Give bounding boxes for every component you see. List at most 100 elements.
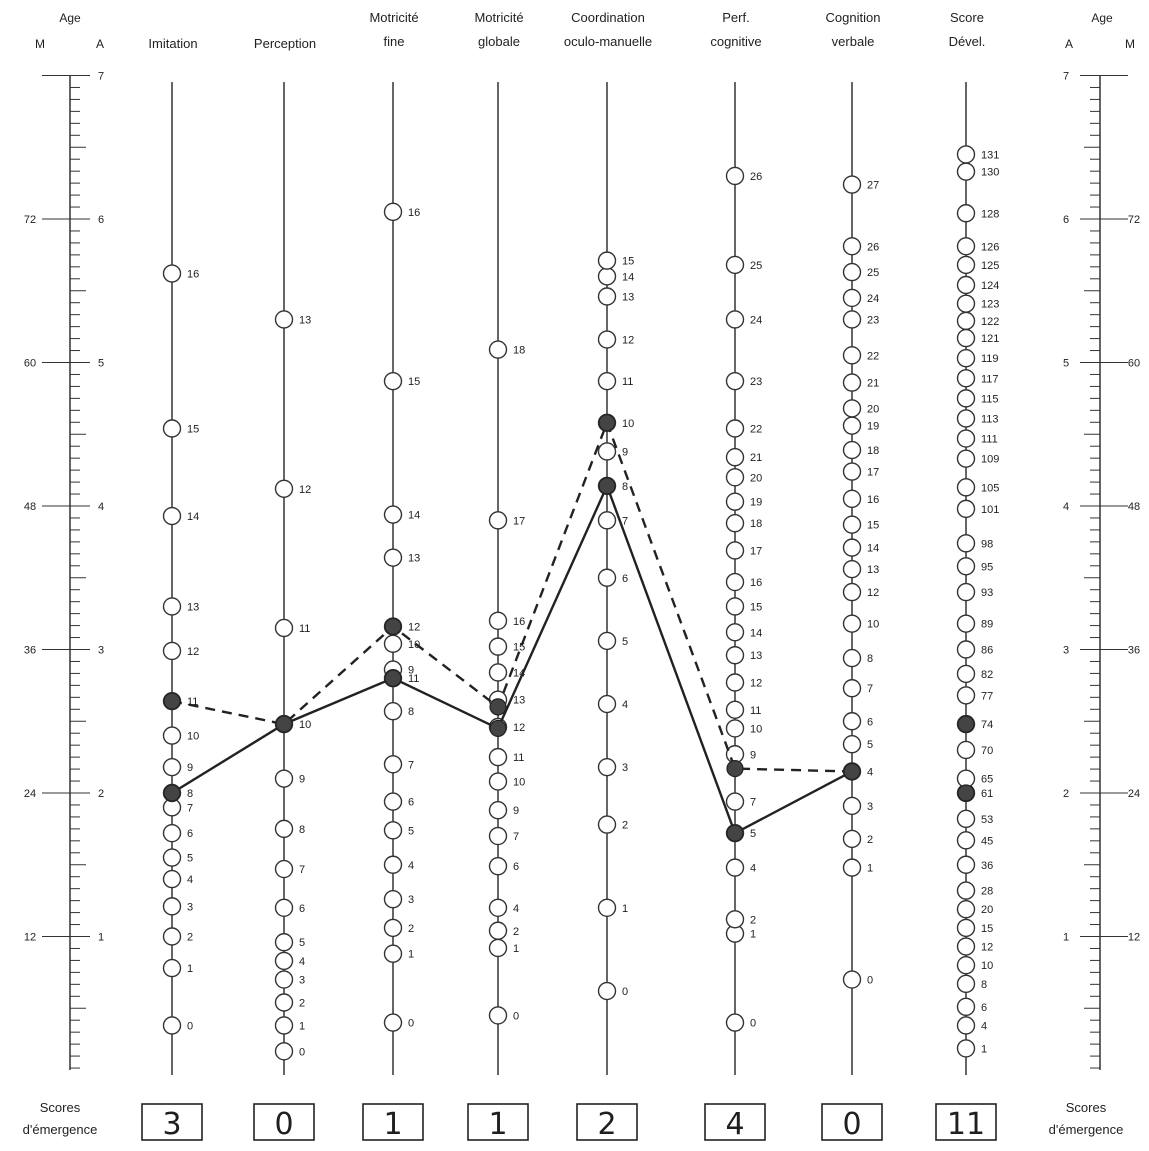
item-label: 105 [981,482,999,494]
emergence-label-right: d'émergence [1049,1122,1124,1137]
item-circle [956,311,976,331]
item-circle [488,772,508,791]
filled-point [163,692,181,710]
item-circle [162,1016,182,1035]
item-label: 5 [622,636,628,648]
item-label: 15 [981,923,993,935]
item-circle [162,897,182,916]
item-label: 13 [408,553,420,565]
item-label: 0 [187,1020,193,1032]
item-label: 10 [187,731,199,743]
left-month-tick-label: 12 [24,932,36,944]
item-circle [383,634,403,653]
emergence-box [704,1103,766,1141]
item-label: 4 [408,860,414,872]
left-axis-header-age: Age [59,11,81,25]
item-label: 121 [981,333,999,345]
item-label: 11 [408,673,419,685]
item-circle [956,557,976,576]
item-label: 20 [867,403,879,415]
item-label: 12 [622,335,634,347]
item-label: 4 [187,874,193,886]
item-circle [725,719,745,738]
item-circle [488,856,508,876]
item-label: 0 [513,1010,519,1022]
domain-header-4: Coordination [571,10,645,25]
filled-point [843,762,861,781]
item-label: 7 [867,683,873,695]
domain-header-6: Cognition [826,10,881,25]
item-label: 15 [408,376,420,388]
emergence-box [576,1103,638,1141]
item-circle [956,918,976,938]
item-label: 24 [750,314,762,326]
item-label: 19 [867,421,879,433]
item-label: 12 [513,722,525,734]
item-label: 12 [750,678,762,690]
item-label: 11 [622,376,633,388]
item-circle [956,956,976,975]
item-label: 17 [513,515,525,527]
item-circle [842,416,862,435]
item-circle [842,735,862,754]
domain-header-7: Score [950,10,984,25]
emergence-score: 1 [488,1107,507,1142]
item-circle [274,951,294,971]
item-label: 16 [867,494,879,506]
left-year-tick-label: 5 [98,358,104,370]
item-label: 130 [981,167,999,179]
left-year-tick-label: 3 [98,645,104,657]
item-circle [956,640,976,659]
item-label: 119 [981,353,999,365]
item-label: 23 [867,314,879,326]
item-label: 1 [622,903,628,915]
item-circle [162,597,182,616]
item-label: 0 [408,1018,414,1030]
item-circle [597,511,617,530]
item-label: 122 [981,316,999,328]
item-circle [488,801,508,820]
item-label: 8 [408,706,414,718]
item-circle [956,664,976,684]
item-circle [725,492,745,511]
item-circle [956,686,976,705]
emergence-score: 0 [842,1107,861,1142]
filled-point [384,669,402,687]
item-label: 9 [750,749,756,761]
item-label: 11 [750,705,761,717]
item-label: 123 [981,299,999,311]
item-circle [725,166,745,186]
item-circle [725,468,745,487]
item-label: 21 [867,378,879,390]
item-circle [725,792,745,811]
item-circle [956,328,976,348]
left-month-tick-label: 60 [24,358,36,370]
item-circle [956,478,976,497]
item-label: 14 [408,510,420,522]
item-label: 15 [750,601,762,613]
item-label: 6 [622,573,628,585]
item-label: 2 [513,926,519,938]
item-circle [162,869,182,889]
item-circle [274,970,294,989]
item-label: 5 [299,937,305,949]
item-circle [956,449,976,468]
right-year-tick-label: 7 [1063,71,1069,83]
item-circle [488,898,508,917]
item-circle [488,511,508,530]
item-label: 12 [187,646,199,658]
item-circle [956,348,976,368]
item-label: 14 [622,271,634,283]
item-circle [597,251,617,270]
item-label: 124 [981,280,999,292]
item-circle [842,538,862,557]
filled-point [598,477,616,495]
item-circle [842,648,862,668]
item-label: 65 [981,774,993,786]
item-circle [162,506,182,526]
item-circle [956,614,976,633]
item-label: 20 [981,904,993,916]
item-label: 9 [187,762,193,774]
item-label: 10 [867,619,879,631]
filled-point [384,617,402,636]
